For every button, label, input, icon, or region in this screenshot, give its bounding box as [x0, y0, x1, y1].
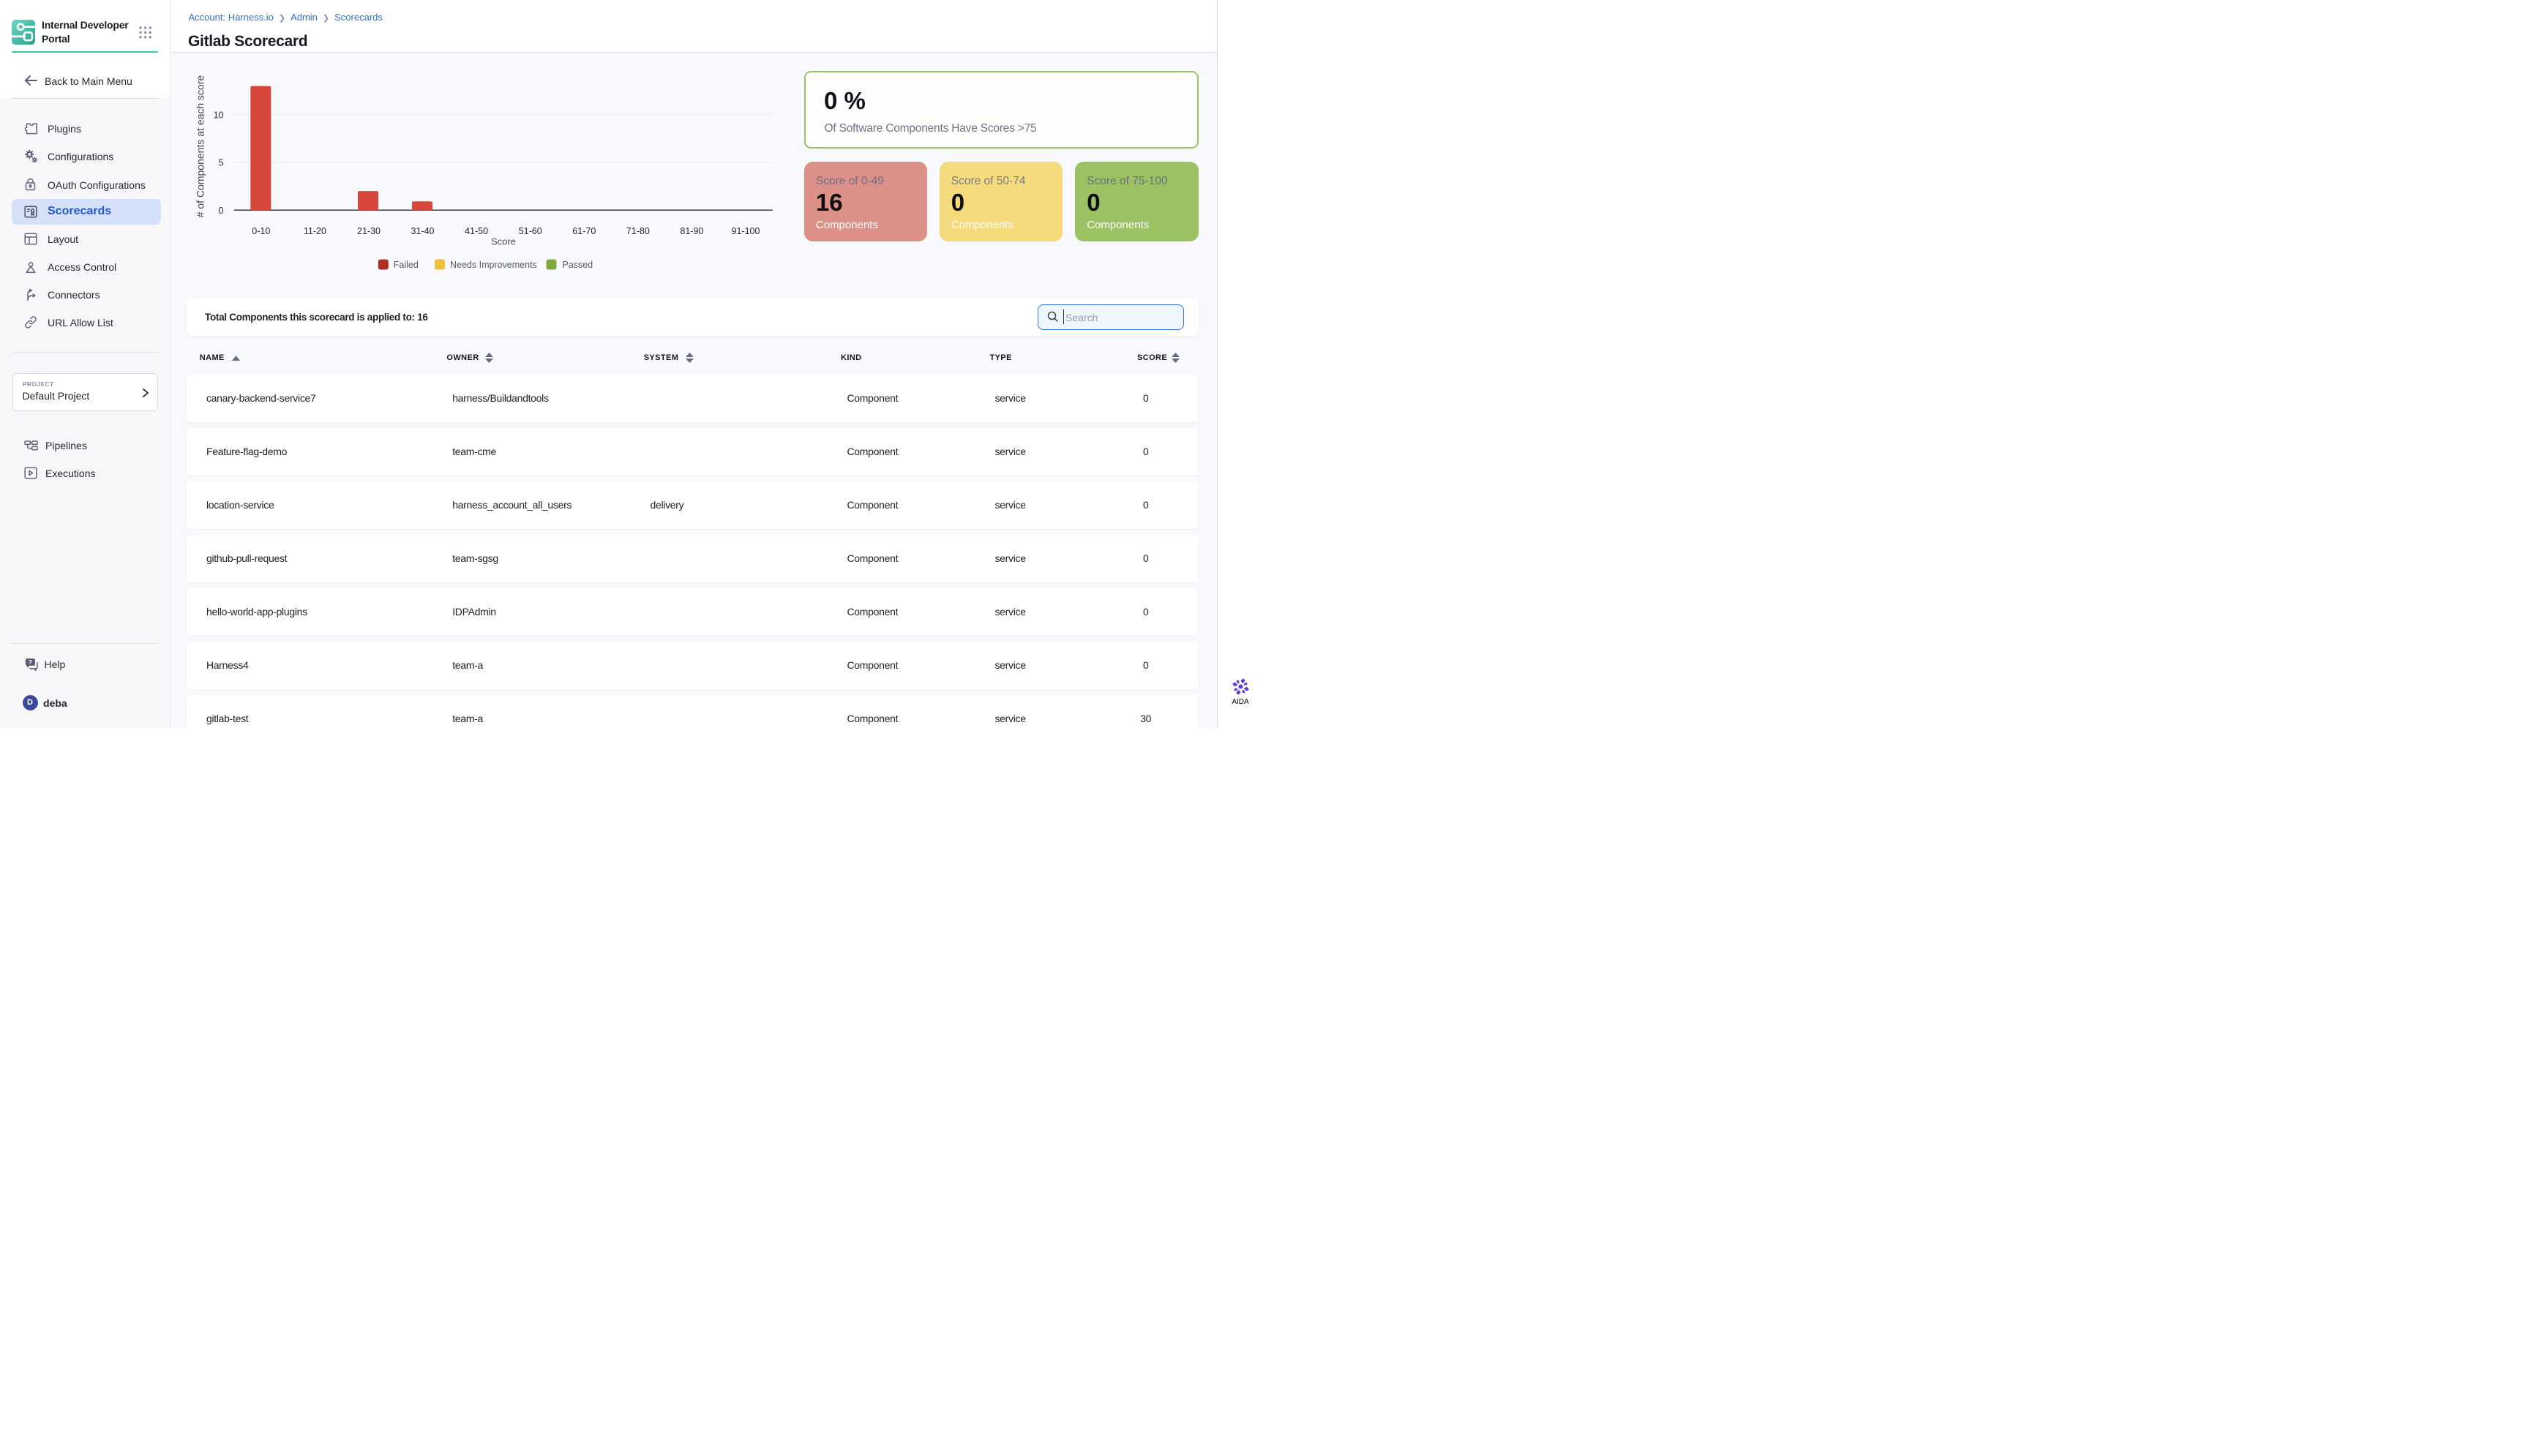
svg-text:11-20: 11-20	[304, 226, 326, 236]
svg-text:?: ?	[29, 658, 32, 665]
svg-text:Failed: Failed	[394, 260, 419, 270]
svg-text:0: 0	[219, 206, 224, 216]
svg-text:51-60: 51-60	[519, 226, 542, 236]
svg-text:Passed: Passed	[562, 260, 593, 270]
svg-text:10: 10	[214, 110, 224, 120]
svg-text:21-30: 21-30	[357, 226, 381, 236]
svg-text:41-50: 41-50	[465, 226, 488, 236]
svg-text:91-100: 91-100	[732, 226, 760, 236]
svg-text:0-10: 0-10	[252, 226, 270, 236]
svg-text:31-40: 31-40	[411, 226, 435, 236]
svg-text:Score: Score	[491, 236, 516, 247]
svg-text:71-80: 71-80	[626, 226, 650, 236]
svg-text:61-70: 61-70	[572, 226, 596, 236]
svg-text:5: 5	[219, 158, 224, 168]
svg-text:# of Components at each score: # of Components at each score	[195, 75, 206, 218]
svg-text:81-90: 81-90	[680, 226, 703, 236]
svg-text:Needs Improvements: Needs Improvements	[450, 260, 537, 270]
